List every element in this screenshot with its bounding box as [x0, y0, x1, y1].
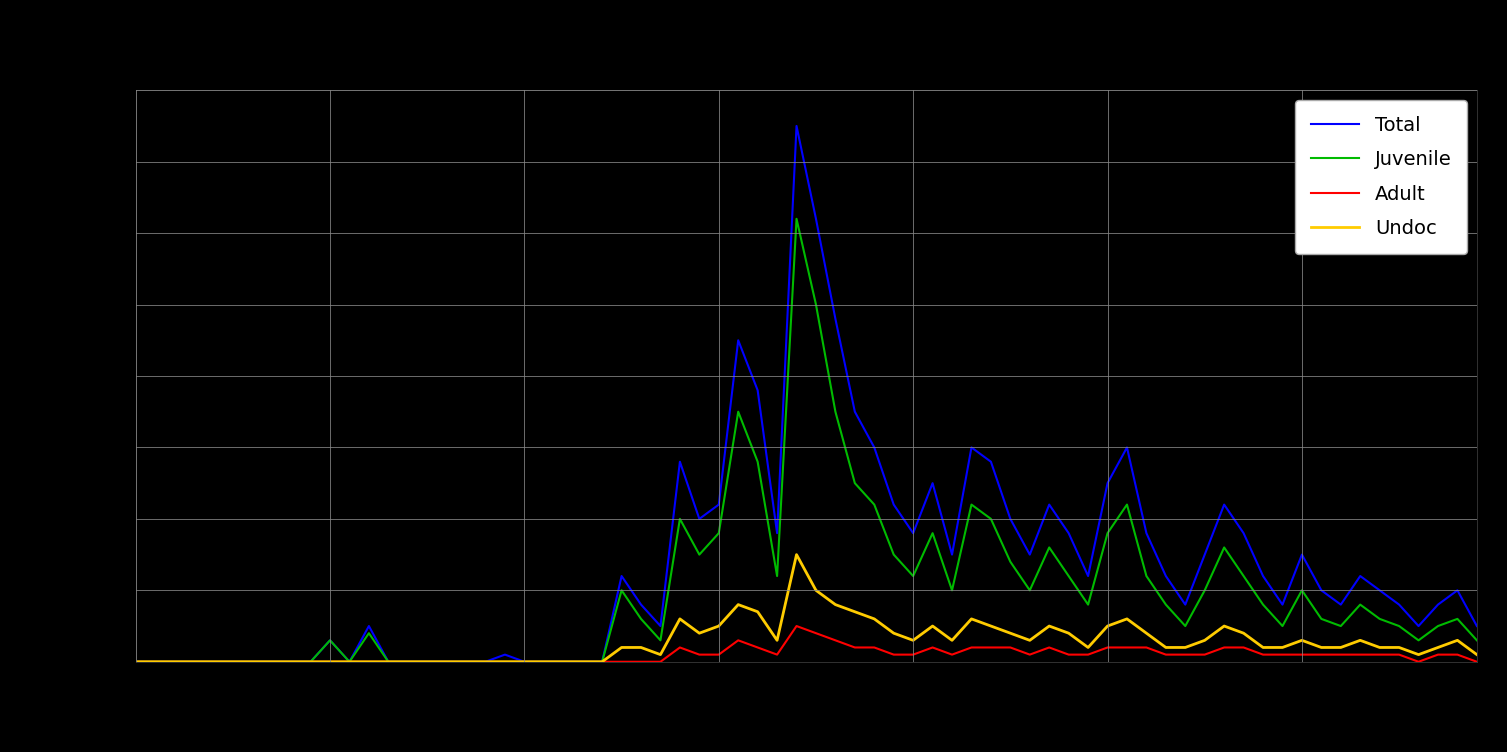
- Total: [301, 657, 319, 666]
- Undoc: [127, 657, 145, 666]
- Line: Juvenile: Juvenile: [136, 219, 1477, 662]
- Adult: [127, 657, 145, 666]
- Undoc: [1273, 643, 1291, 652]
- Undoc: [885, 629, 903, 638]
- Undoc: [301, 657, 319, 666]
- Total: [788, 122, 806, 131]
- Juvenile: [127, 657, 145, 666]
- Adult: [301, 657, 319, 666]
- Total: [1273, 600, 1291, 609]
- Legend: Total, Juvenile, Adult, Undoc: Total, Juvenile, Adult, Undoc: [1295, 100, 1468, 253]
- Juvenile: [301, 657, 319, 666]
- Juvenile: [437, 657, 455, 666]
- Total: [535, 657, 553, 666]
- Undoc: [788, 550, 806, 559]
- Line: Undoc: Undoc: [136, 555, 1477, 662]
- Undoc: [1293, 636, 1311, 645]
- Juvenile: [535, 657, 553, 666]
- Juvenile: [788, 214, 806, 223]
- Adult: [788, 621, 806, 630]
- Adult: [535, 657, 553, 666]
- Undoc: [535, 657, 553, 666]
- Total: [1468, 621, 1486, 630]
- Total: [885, 500, 903, 509]
- Juvenile: [1468, 636, 1486, 645]
- Total: [437, 657, 455, 666]
- Juvenile: [885, 550, 903, 559]
- Juvenile: [1273, 621, 1291, 630]
- Undoc: [437, 657, 455, 666]
- Total: [1293, 550, 1311, 559]
- Adult: [1293, 650, 1311, 659]
- Line: Total: Total: [136, 126, 1477, 662]
- Total: [127, 657, 145, 666]
- Line: Adult: Adult: [136, 626, 1477, 662]
- Adult: [885, 650, 903, 659]
- Juvenile: [1293, 586, 1311, 595]
- Adult: [1273, 650, 1291, 659]
- Adult: [437, 657, 455, 666]
- Undoc: [1468, 650, 1486, 659]
- Adult: [1468, 657, 1486, 666]
